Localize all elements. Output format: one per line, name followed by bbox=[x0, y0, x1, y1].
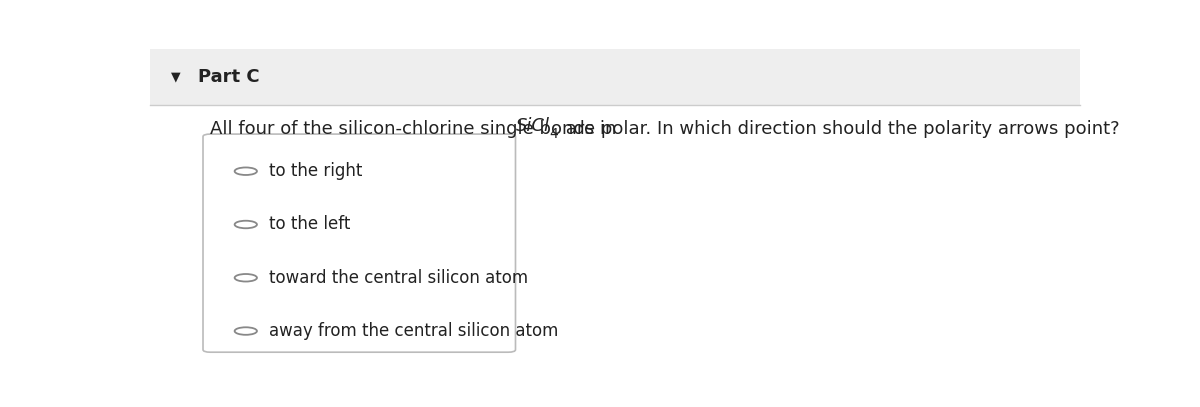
Text: SiCl: SiCl bbox=[516, 117, 550, 135]
Text: are polar. In which direction should the polarity arrows point?: are polar. In which direction should the… bbox=[560, 120, 1120, 138]
Text: away from the central silicon atom: away from the central silicon atom bbox=[269, 322, 558, 340]
Text: Part C: Part C bbox=[198, 68, 260, 86]
Text: 4: 4 bbox=[548, 127, 558, 141]
Circle shape bbox=[235, 274, 257, 282]
Text: to the left: to the left bbox=[269, 215, 350, 234]
Circle shape bbox=[235, 221, 257, 228]
Text: All four of the silicon-chlorine single bonds in: All four of the silicon-chlorine single … bbox=[210, 120, 623, 138]
Circle shape bbox=[235, 167, 257, 175]
Text: to the right: to the right bbox=[269, 162, 362, 180]
Circle shape bbox=[235, 327, 257, 335]
Text: ▼: ▼ bbox=[172, 70, 181, 83]
Text: toward the central silicon atom: toward the central silicon atom bbox=[269, 269, 528, 287]
FancyBboxPatch shape bbox=[150, 49, 1080, 105]
FancyBboxPatch shape bbox=[203, 134, 516, 352]
